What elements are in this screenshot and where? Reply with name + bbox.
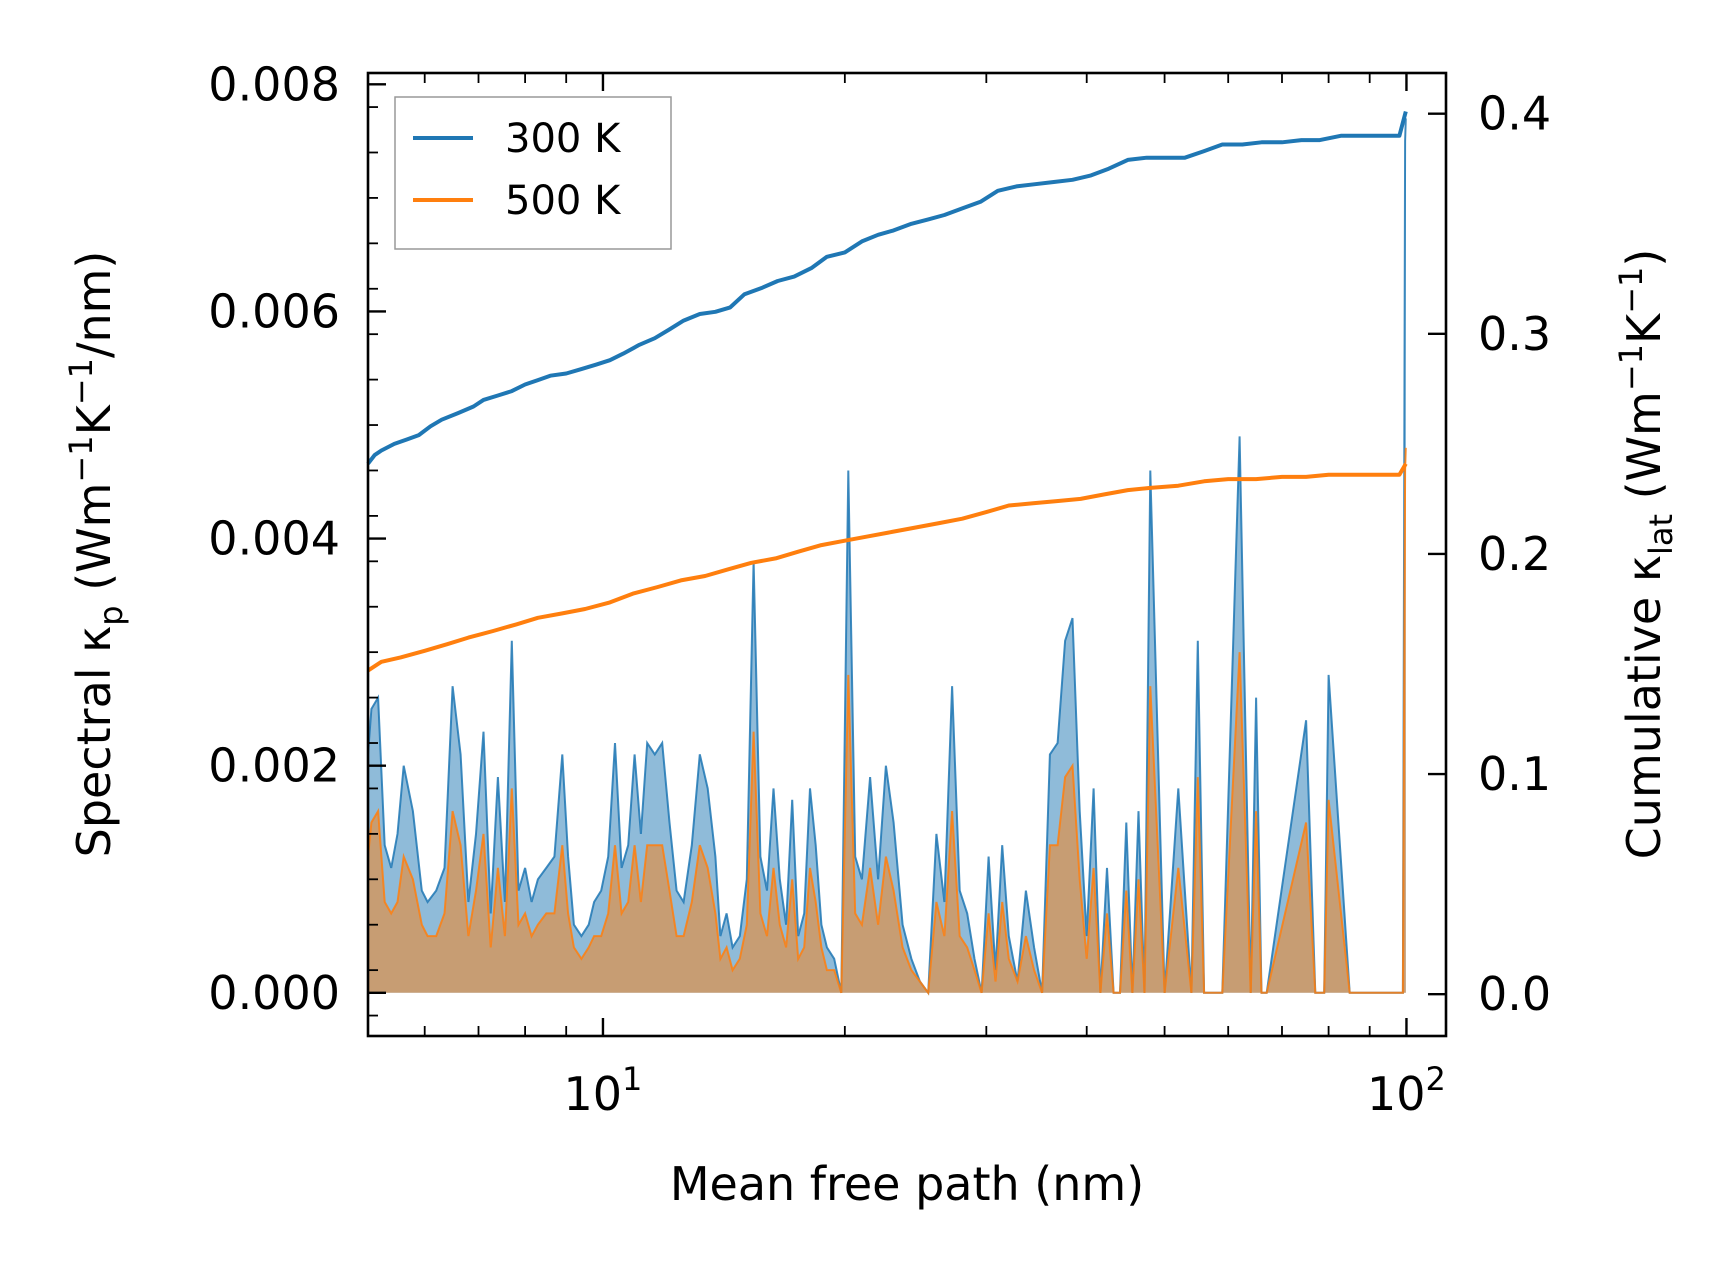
left-y-tick-labels: 0.000 0.002 0.004 0.006 0.008 [208, 57, 340, 1019]
spectral-500k-line [367, 447, 1407, 996]
legend: 300 K 500 K [394, 96, 672, 250]
x-tick-labels: 101 102 [564, 1060, 1446, 1121]
plot-frame [366, 71, 1448, 1038]
x-tick-label: 101 [564, 1060, 643, 1121]
left-y-axis-title: Spectral κp (Wm−1K−1/nm) [62, 251, 130, 858]
legend-box [394, 96, 672, 250]
cumulative-500k-line [366, 462, 1408, 673]
right-y-tick-label: 0.4 [1478, 87, 1551, 141]
spectral-300k-line [367, 118, 1407, 996]
axis-ticks [368, 73, 1446, 1036]
left-y-tick-label: 0.006 [208, 284, 340, 338]
x-axis-title: Mean free path (nm) [670, 1157, 1144, 1211]
legend-label-500k: 500 K [505, 178, 622, 224]
data-lines [366, 110, 1408, 673]
left-y-tick-label: 0.004 [208, 512, 340, 566]
right-y-tick-label: 0.3 [1478, 307, 1551, 361]
right-y-tick-label: 0.0 [1478, 967, 1551, 1021]
right-y-axis-title: Cumulative κlat (Wm−1K−1) [1612, 249, 1680, 860]
spectral-fills [367, 118, 1407, 996]
right-y-tick-label: 0.1 [1478, 747, 1551, 801]
right-y-tick-labels: 0.0 0.1 0.2 0.3 0.4 [1478, 87, 1551, 1021]
left-y-tick-label: 0.002 [208, 739, 340, 793]
x-tick-label: 102 [1367, 1060, 1446, 1121]
left-y-tick-label: 0.000 [208, 966, 340, 1020]
spectral-500k-area [368, 447, 1406, 993]
left-y-tick-label: 0.008 [208, 57, 340, 111]
cumulative-300k-line [366, 110, 1408, 465]
right-y-tick-label: 0.2 [1478, 527, 1551, 581]
legend-label-300k: 300 K [505, 116, 622, 162]
